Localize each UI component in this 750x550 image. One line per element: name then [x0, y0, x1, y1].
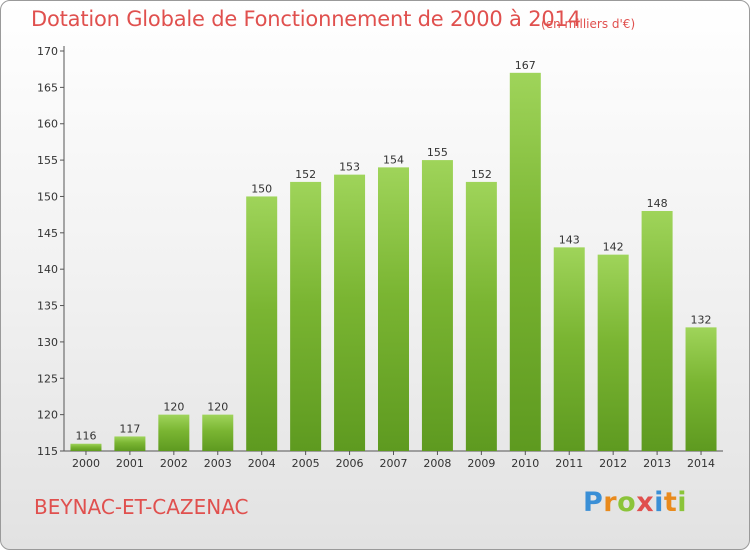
- place-name: BEYNAC-ET-CAZENAC: [34, 495, 249, 519]
- bar-value-label: 132: [691, 313, 712, 326]
- chart-labels: 116 2000 117 2001 120 2002 120 2003 150 2004 152 20…: [72, 59, 715, 470]
- bar-value-label: 167: [515, 59, 536, 72]
- x-tick-label: 2012: [599, 457, 627, 470]
- bar-value-label: 152: [471, 168, 492, 181]
- x-tick-label: 2014: [687, 457, 715, 470]
- x-tick-label: 2010: [511, 457, 539, 470]
- y-tick-label: 150: [37, 190, 58, 203]
- bar: [597, 254, 629, 451]
- x-tick-label: 2000: [72, 457, 100, 470]
- bar-value-label: 142: [603, 241, 624, 254]
- bar: [421, 160, 453, 451]
- x-tick-label: 2011: [555, 457, 583, 470]
- chart-unit: (en milliers d'€): [541, 17, 636, 31]
- x-tick-label: 2002: [160, 457, 188, 470]
- x-tick-label: 2006: [336, 457, 364, 470]
- logo-letter: i: [654, 487, 664, 518]
- bar: [465, 181, 497, 451]
- logo-letter: P: [583, 487, 604, 518]
- bar-value-label: 155: [427, 146, 448, 159]
- bar: [290, 181, 322, 451]
- bar-value-label: 120: [163, 401, 184, 414]
- logo-letter: i: [677, 487, 688, 518]
- bar-value-label: 143: [559, 233, 580, 246]
- bar-value-label: 148: [647, 197, 668, 210]
- x-tick-label: 2008: [423, 457, 451, 470]
- chart-bars: [70, 72, 717, 452]
- bar: [378, 167, 409, 451]
- y-tick-label: 135: [37, 300, 58, 313]
- bar: [202, 414, 234, 451]
- bar-value-label: 120: [207, 401, 228, 414]
- bar: [70, 443, 102, 451]
- x-tick-label: 2013: [643, 457, 671, 470]
- bar: [114, 436, 146, 451]
- bar-value-label: 152: [295, 168, 316, 181]
- bar: [685, 327, 717, 451]
- y-tick-label: 160: [37, 118, 58, 131]
- y-tick-label: 170: [37, 45, 58, 58]
- x-tick-label: 2009: [467, 457, 495, 470]
- bar: [553, 247, 585, 451]
- logo-letter: x: [636, 487, 655, 518]
- y-tick-label: 165: [37, 81, 58, 94]
- y-tick-label: 145: [37, 227, 58, 240]
- x-tick-label: 2005: [292, 457, 320, 470]
- proxiti-logo: Proxiti: [583, 487, 687, 518]
- bar-value-label: 117: [119, 422, 140, 435]
- logo-letter: t: [663, 487, 678, 518]
- bar: [641, 211, 673, 451]
- bar: [158, 414, 190, 451]
- x-tick-label: 2007: [380, 457, 408, 470]
- y-tick-label: 125: [37, 372, 58, 385]
- chart-axes: 115 120 125 130 135 140 145 150 155 160 165 170: [37, 45, 723, 458]
- logo-letter: o: [617, 487, 637, 518]
- bar-value-label: 116: [75, 430, 96, 443]
- y-tick-label: 120: [37, 409, 58, 422]
- bar-value-label: 150: [251, 182, 272, 195]
- y-tick-label: 130: [37, 336, 58, 349]
- x-tick-label: 2004: [248, 457, 276, 470]
- x-tick-label: 2003: [204, 457, 232, 470]
- bar-value-label: 154: [383, 153, 404, 166]
- logo-letter: r: [603, 487, 618, 518]
- bar: [334, 174, 366, 452]
- x-tick-label: 2001: [116, 457, 144, 470]
- bar-value-label: 153: [339, 161, 360, 174]
- y-tick-label: 115: [37, 445, 58, 458]
- y-tick-label: 140: [37, 263, 58, 276]
- bar: [509, 72, 541, 452]
- y-tick-label: 155: [37, 154, 58, 167]
- bar: [246, 196, 278, 451]
- chart-title: Dotation Globale de Fonctionnement de 20…: [31, 7, 581, 31]
